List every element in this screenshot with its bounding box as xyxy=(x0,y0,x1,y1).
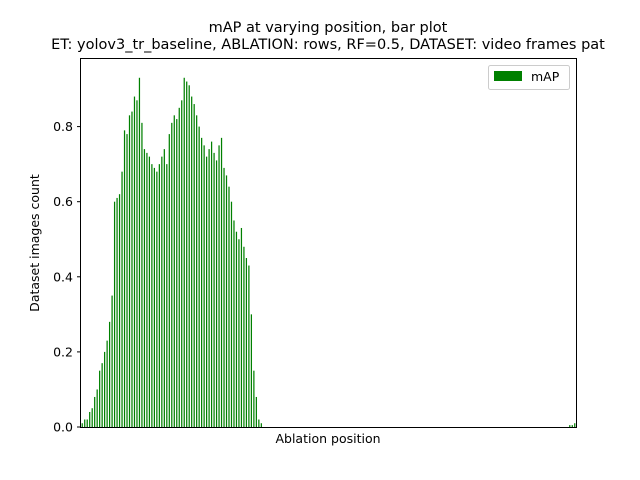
bar xyxy=(230,201,233,427)
bar xyxy=(116,197,118,427)
bar xyxy=(213,152,215,427)
bar xyxy=(126,134,128,427)
y-tick-label: 0.0 xyxy=(53,420,73,435)
bar xyxy=(141,122,143,427)
chart-subtitle: ET: yolov3_tr_baseline, ABLATION: rows, … xyxy=(51,37,605,53)
bar xyxy=(143,149,146,427)
bar xyxy=(203,145,205,427)
y-tick-label: 0.4 xyxy=(53,269,73,284)
bar xyxy=(198,126,200,427)
chart-title: mAP at varying position, bar plot xyxy=(209,20,448,36)
bar xyxy=(168,134,170,427)
bar xyxy=(208,149,210,427)
legend-swatch xyxy=(494,71,522,81)
bar xyxy=(238,239,240,427)
bar xyxy=(233,220,235,427)
bar xyxy=(248,265,250,427)
bar xyxy=(215,160,218,427)
legend-label: mAP xyxy=(531,69,560,84)
bar xyxy=(96,389,98,427)
bar xyxy=(94,396,96,427)
bar xyxy=(205,156,208,427)
bar xyxy=(111,295,113,427)
x-axis-label: Ablation position xyxy=(275,431,380,446)
bar xyxy=(171,122,173,427)
bar xyxy=(166,164,168,427)
bar xyxy=(104,351,106,427)
bar xyxy=(183,77,185,427)
legend: mAP xyxy=(488,65,570,90)
bar xyxy=(574,423,576,427)
bar xyxy=(210,141,213,428)
y-tick-label: 0.8 xyxy=(53,119,73,134)
bar xyxy=(138,77,141,427)
bar xyxy=(123,130,126,427)
bar xyxy=(220,137,223,428)
y-axis-ticks: 0.0 0.2 0.4 0.6 0.8 xyxy=(53,119,81,435)
bar-series xyxy=(81,77,576,428)
bar xyxy=(158,164,160,427)
bar xyxy=(188,85,190,427)
y-tick-label: 0.6 xyxy=(53,194,73,209)
bar xyxy=(161,156,163,427)
bar xyxy=(81,423,83,427)
bar xyxy=(133,96,136,428)
bar xyxy=(128,115,131,427)
bar xyxy=(228,186,230,427)
bar xyxy=(243,246,245,427)
bar xyxy=(99,370,101,427)
bar xyxy=(106,340,108,427)
bar xyxy=(218,145,220,427)
bar xyxy=(153,167,155,427)
bar xyxy=(178,107,180,427)
y-tick-label: 0.2 xyxy=(53,344,73,359)
bar xyxy=(89,411,91,427)
bar xyxy=(151,164,153,427)
bar xyxy=(91,408,93,427)
bar xyxy=(235,231,238,427)
bar xyxy=(193,104,195,427)
bar xyxy=(131,111,133,427)
bar xyxy=(146,152,148,427)
bar xyxy=(121,171,123,427)
bar xyxy=(173,115,175,427)
bar xyxy=(225,175,228,427)
bar xyxy=(156,171,158,427)
bar xyxy=(191,96,193,428)
bar xyxy=(571,425,573,427)
y-axis-label: Dataset images count xyxy=(27,174,42,312)
bar xyxy=(86,419,88,427)
bar xyxy=(250,314,253,427)
bar xyxy=(253,370,255,427)
bar xyxy=(245,258,248,427)
bar xyxy=(223,167,225,427)
bar xyxy=(136,100,138,427)
bar xyxy=(240,227,243,427)
bar xyxy=(84,419,86,427)
bar xyxy=(176,119,178,427)
bar xyxy=(181,100,183,427)
bar xyxy=(118,194,121,427)
bar xyxy=(255,396,257,427)
bar xyxy=(108,321,111,427)
bar xyxy=(196,115,198,427)
bar xyxy=(113,201,116,427)
bar xyxy=(101,363,103,427)
bar xyxy=(201,137,203,428)
bar xyxy=(148,156,151,427)
bar xyxy=(186,81,188,427)
bar xyxy=(163,149,165,427)
bar xyxy=(569,425,571,427)
bar xyxy=(258,419,260,427)
plot-frame xyxy=(80,58,577,428)
bar xyxy=(260,423,262,427)
